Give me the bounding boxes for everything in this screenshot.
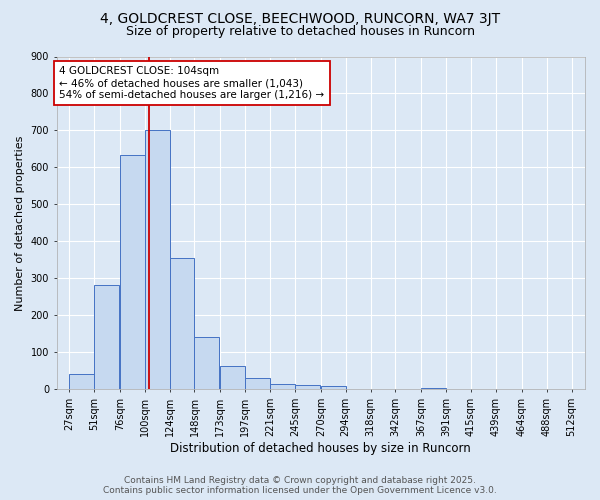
X-axis label: Distribution of detached houses by size in Runcorn: Distribution of detached houses by size … — [170, 442, 471, 455]
Bar — [145, 130, 170, 390]
Bar — [69, 374, 94, 390]
Text: Contains HM Land Registry data © Crown copyright and database right 2025.
Contai: Contains HM Land Registry data © Crown c… — [103, 476, 497, 495]
Bar — [295, 385, 320, 390]
Text: 4, GOLDCREST CLOSE, BEECHWOOD, RUNCORN, WA7 3JT: 4, GOLDCREST CLOSE, BEECHWOOD, RUNCORN, … — [100, 12, 500, 26]
Bar — [170, 258, 194, 390]
Bar — [245, 378, 270, 390]
Bar — [120, 154, 145, 390]
Text: Size of property relative to detached houses in Runcorn: Size of property relative to detached ho… — [125, 25, 475, 38]
Bar — [270, 384, 295, 390]
Y-axis label: Number of detached properties: Number of detached properties — [15, 136, 25, 310]
Text: 4 GOLDCREST CLOSE: 104sqm
← 46% of detached houses are smaller (1,043)
54% of se: 4 GOLDCREST CLOSE: 104sqm ← 46% of detac… — [59, 66, 325, 100]
Bar — [321, 386, 346, 390]
Bar — [220, 366, 245, 390]
Bar — [194, 336, 220, 390]
Bar — [421, 388, 446, 390]
Bar — [94, 284, 119, 390]
